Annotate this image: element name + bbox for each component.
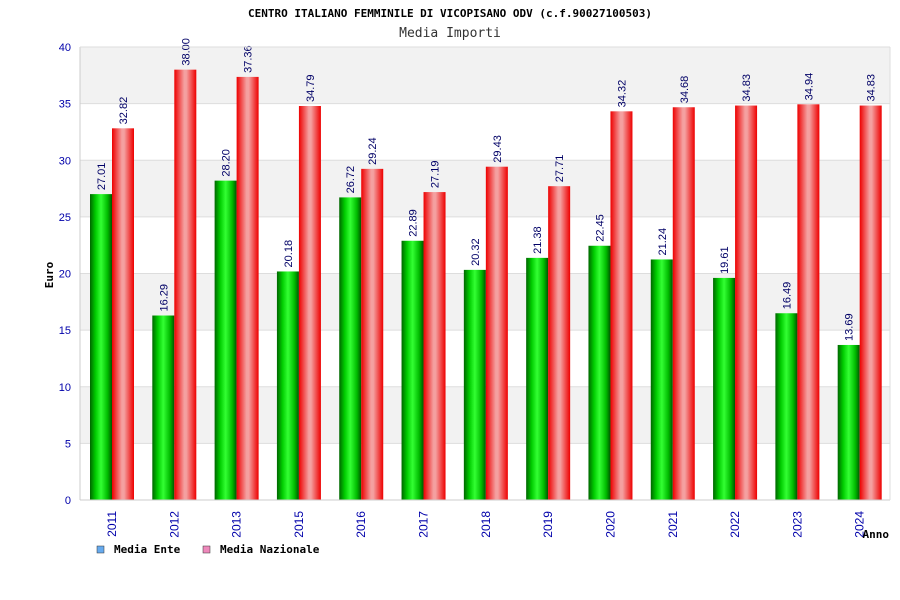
data-label: 34.79	[305, 74, 317, 102]
data-label: 34.32	[616, 80, 628, 108]
bar-media-ente	[463, 269, 486, 500]
x-tick-label: 2011	[105, 511, 119, 537]
x-tick-label: 2019	[541, 511, 555, 538]
y-axis-title: Euro	[43, 261, 56, 288]
data-label: 21.38	[532, 226, 544, 254]
x-tick-label: 2012	[167, 511, 181, 538]
data-label: 34.83	[741, 74, 753, 102]
data-label: 37.36	[243, 45, 255, 73]
y-tick-label: 20	[59, 269, 71, 281]
x-tick-label: 2016	[354, 511, 368, 538]
x-tick-label: 2021	[666, 511, 680, 538]
data-label: 22.45	[594, 214, 606, 242]
bar-media-nazionale	[236, 76, 259, 500]
x-tick-label: 2018	[479, 511, 493, 538]
bar-media-nazionale	[298, 106, 321, 501]
y-tick-label: 15	[59, 325, 71, 337]
data-label: 20.32	[470, 238, 482, 266]
data-label: 16.29	[158, 284, 170, 312]
data-label: 34.68	[679, 76, 691, 104]
plot-band	[80, 47, 890, 104]
data-label: 34.83	[866, 74, 878, 102]
data-label: 20.18	[283, 240, 295, 268]
bar-media-nazionale	[112, 128, 134, 500]
data-label: 29.43	[492, 135, 504, 163]
bar-media-ente	[713, 277, 736, 500]
y-tick-label: 5	[65, 438, 71, 450]
data-label: 19.61	[719, 246, 731, 274]
x-tick-label: 2020	[603, 511, 617, 538]
bar-media-ente	[775, 313, 798, 500]
legend-swatch-media-ente	[96, 545, 105, 554]
data-label: 29.24	[367, 137, 379, 165]
bar-media-nazionale	[423, 192, 446, 501]
data-label: 34.94	[803, 73, 815, 101]
bar-media-ente	[650, 259, 673, 500]
y-tick-label: 40	[59, 42, 71, 54]
data-label: 27.71	[554, 155, 566, 183]
bar-media-nazionale	[797, 104, 820, 500]
bar-media-nazionale	[485, 166, 508, 500]
data-label: 27.01	[96, 163, 108, 191]
x-tick-label: 2023	[790, 511, 804, 538]
legend-label-media-nazionale: Media Nazionale	[220, 543, 320, 556]
bars	[90, 69, 882, 501]
bar-media-ente	[152, 315, 175, 500]
data-label: 38.00	[180, 38, 192, 66]
bar-media-nazionale	[610, 111, 633, 501]
plot-band	[80, 103, 890, 161]
bar-media-ente	[526, 257, 549, 500]
y-tick-label: 25	[59, 212, 71, 224]
bar-media-ente	[90, 194, 112, 500]
plot-band	[80, 160, 890, 217]
x-tick-label: 2022	[728, 511, 742, 538]
legend-label-media-ente: Media Ente	[114, 543, 181, 556]
data-label: 21.24	[657, 228, 669, 256]
chart-title: CENTRO ITALIANO FEMMINILE DI VICOPISANO …	[248, 7, 652, 20]
bar-media-ente	[401, 240, 424, 500]
chart-subtitle: Media Importi	[399, 26, 501, 41]
legend: Media Ente Media Nazionale	[96, 543, 320, 556]
bar-media-ente	[214, 180, 237, 500]
data-label: 28.20	[221, 149, 233, 177]
x-tick-label: 2015	[292, 511, 306, 538]
axes	[79, 46, 891, 501]
x-tick-label: 2013	[230, 511, 244, 538]
x-tick-label: 2024	[853, 511, 867, 538]
data-label: 22.89	[408, 209, 420, 237]
x-tick-label: 2017	[417, 511, 431, 538]
bar-media-ente	[339, 197, 362, 500]
data-label: 13.69	[844, 313, 856, 341]
data-label: 27.19	[430, 161, 442, 189]
x-axis-title: Anno	[863, 528, 890, 541]
plot-band	[80, 216, 890, 274]
y-tick-label: 35	[59, 99, 71, 111]
data-labels: 27.01 16.29 28.20 20.18 26.72 22.89 20.32 21.38…	[96, 38, 878, 341]
x-tick-labels: 2011 2012 2013 2015 2016 2017 2018 2019 2020 2021…	[105, 511, 867, 538]
bar-media-nazionale	[735, 105, 758, 501]
y-tick-labels: 0 5 10 15 20 25 30 35 40	[59, 42, 71, 507]
bar-media-ente	[276, 271, 299, 500]
bar-media-nazionale	[174, 69, 197, 501]
bar-media-nazionale	[672, 107, 695, 501]
data-label: 26.72	[345, 166, 357, 194]
bar-media-nazionale	[859, 105, 882, 501]
y-tick-label: 10	[59, 382, 71, 394]
y-tick-label: 0	[65, 495, 71, 507]
bar-media-ente	[588, 245, 611, 500]
bar-media-nazionale	[548, 186, 571, 500]
data-label: 32.82	[118, 97, 130, 125]
y-tick-label: 30	[59, 155, 71, 167]
bar-media-nazionale	[361, 168, 384, 500]
data-label: 16.49	[781, 282, 793, 310]
legend-swatch-media-nazionale	[202, 545, 211, 554]
bar-media-ente	[837, 344, 860, 500]
